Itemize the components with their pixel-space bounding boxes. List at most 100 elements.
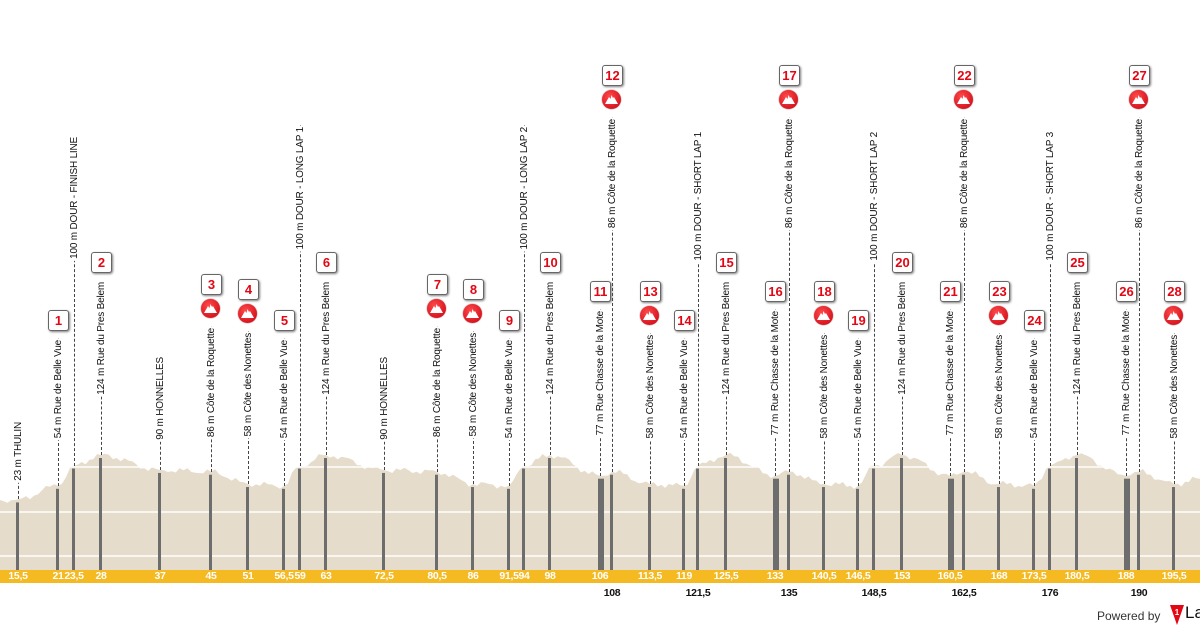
- km-label: 51: [242, 570, 254, 582]
- waypoint-number-badge[interactable]: 7: [427, 274, 448, 295]
- waypoint-marker-line: [72, 468, 75, 570]
- waypoint-label: 90 m HONNELLES: [379, 355, 390, 442]
- waypoint-label: 124 m Rue du Pres Belem: [721, 280, 732, 397]
- waypoint-label: 86 m Côte de la Roquette: [206, 326, 217, 440]
- waypoint-dashed-line: [1050, 130, 1051, 466]
- waypoint-marker-line: [948, 478, 954, 570]
- km-label: 162,5: [951, 587, 977, 599]
- waypoint-number-badge[interactable]: 25: [1067, 252, 1088, 273]
- km-label: 148,5: [861, 587, 887, 599]
- waypoint-number-badge[interactable]: 12: [602, 65, 623, 86]
- waypoint-label: 86 m Côte de la Roquette: [1134, 117, 1145, 231]
- waypoint-number-badge[interactable]: 28: [1164, 281, 1185, 302]
- waypoint-dashed-line: [612, 117, 613, 472]
- waypoint-number-badge[interactable]: 23: [989, 281, 1010, 302]
- climb-icon: [238, 304, 257, 323]
- waypoint-marker-line: [696, 468, 699, 570]
- waypoint-label: 86 m Côte de la Roquette: [784, 117, 795, 231]
- km-label: 28: [95, 570, 107, 582]
- km-label: 168: [990, 570, 1008, 582]
- waypoint-label: 54 m Rue de Belle Vue: [1029, 338, 1040, 441]
- km-label: 135: [780, 587, 798, 599]
- waypoint-number-badge[interactable]: 9: [499, 310, 520, 331]
- waypoint-label: 77 m Rue Chasse de la Mote: [1121, 309, 1132, 438]
- waypoint-number-badge[interactable]: 14: [674, 310, 695, 331]
- waypoint-number-badge[interactable]: 8: [463, 279, 484, 300]
- climb-icon: [814, 306, 833, 325]
- waypoint-label: 100 m DOUR - SHORT LAP 3: [1045, 130, 1056, 263]
- waypoint-marker-line: [507, 488, 510, 570]
- waypoint-marker-line: [1124, 478, 1130, 570]
- km-bar: [0, 570, 1200, 583]
- waypoint-number-badge[interactable]: 13: [640, 281, 661, 302]
- waypoint-marker-line: [787, 474, 790, 570]
- waypoint-dashed-line: [698, 130, 699, 466]
- waypoint-marker-line: [298, 468, 301, 570]
- waypoint-marker-line: [16, 502, 19, 570]
- waypoint-number-badge[interactable]: 1: [48, 310, 69, 331]
- waypoint-label: 54 m Rue de Belle Vue: [504, 338, 515, 441]
- waypoint-marker-line: [522, 468, 525, 570]
- waypoint-number-badge[interactable]: 26: [1116, 281, 1137, 302]
- waypoint-number-badge[interactable]: 16: [765, 281, 786, 302]
- km-label: 176: [1041, 587, 1059, 599]
- waypoint-number-badge[interactable]: 24: [1024, 310, 1045, 331]
- waypoint-dashed-line: [789, 117, 790, 472]
- km-label: 125,5: [713, 570, 739, 582]
- waypoint-label: 124 m Rue du Pres Belem: [321, 280, 332, 397]
- waypoint-label: 54 m Rue de Belle Vue: [679, 338, 690, 441]
- svg-text:1: 1: [1175, 608, 1180, 617]
- waypoint-number-badge[interactable]: 10: [540, 252, 561, 273]
- waypoint-marker-line: [1137, 474, 1140, 570]
- km-label: 23,5: [64, 570, 84, 582]
- waypoint-number-badge[interactable]: 21: [940, 281, 961, 302]
- waypoint-number-badge[interactable]: 20: [892, 252, 913, 273]
- km-label: 37: [154, 570, 166, 582]
- waypoint-number-badge[interactable]: 3: [201, 274, 222, 295]
- km-label: 173,5: [1021, 570, 1047, 582]
- waypoint-marker-line: [856, 488, 859, 570]
- waypoint-number-badge[interactable]: 18: [814, 281, 835, 302]
- km-label: 59: [294, 570, 306, 582]
- waypoint-label: 124 m Rue du Pres Belem: [545, 280, 556, 397]
- waypoint-label: 58 m Côte des Nonettes: [819, 333, 830, 441]
- waypoint-number-badge[interactable]: 17: [779, 65, 800, 86]
- waypoint-label: 77 m Rue Chasse de la Mote: [595, 309, 606, 438]
- waypoint-marker-line: [822, 487, 825, 570]
- climb-icon: [1129, 90, 1148, 109]
- waypoint-label: 100 m DOUR - SHORT LAP 1: [693, 130, 704, 263]
- waypoint-marker-line: [56, 488, 59, 570]
- waypoint-marker-line: [773, 478, 779, 570]
- waypoint-marker-line: [1075, 458, 1078, 570]
- waypoint-number-badge[interactable]: 27: [1129, 65, 1150, 86]
- climb-icon: [1164, 306, 1183, 325]
- waypoint-number-badge[interactable]: 15: [716, 252, 737, 273]
- waypoint-number-badge[interactable]: 6: [316, 252, 337, 273]
- waypoint-marker-line: [682, 488, 685, 570]
- waypoint-marker-line: [435, 474, 438, 570]
- km-label: 106: [591, 570, 609, 582]
- waypoint-number-badge[interactable]: 22: [954, 65, 975, 86]
- waypoint-label: 124 m Rue du Pres Belem: [96, 280, 107, 397]
- climb-icon: [201, 299, 220, 318]
- waypoint-marker-line: [900, 458, 903, 570]
- waypoint-marker-line: [962, 474, 965, 570]
- brand-logo-icon: 1: [1170, 605, 1184, 625]
- waypoint-number-badge[interactable]: 4: [238, 279, 259, 300]
- waypoint-number-badge[interactable]: 2: [91, 252, 112, 273]
- km-label: 195,5: [1161, 570, 1187, 582]
- waypoint-label: 77 m Rue Chasse de la Mote: [770, 309, 781, 438]
- waypoint-number-badge[interactable]: 11: [590, 281, 611, 302]
- km-label: 113,5: [637, 570, 663, 582]
- km-label: 86: [467, 570, 479, 582]
- waypoint-label: 77 m Rue Chasse de la Mote: [945, 309, 956, 438]
- waypoint-marker-line: [997, 487, 1000, 570]
- waypoint-number-badge[interactable]: 5: [274, 310, 295, 331]
- waypoint-marker-line: [382, 472, 385, 570]
- waypoint-label: 58 m Côte des Nonettes: [468, 331, 479, 439]
- waypoint-label: 54 m Rue de Belle Vue: [53, 338, 64, 441]
- waypoint-number-badge[interactable]: 19: [848, 310, 869, 331]
- waypoint-marker-line: [548, 458, 551, 570]
